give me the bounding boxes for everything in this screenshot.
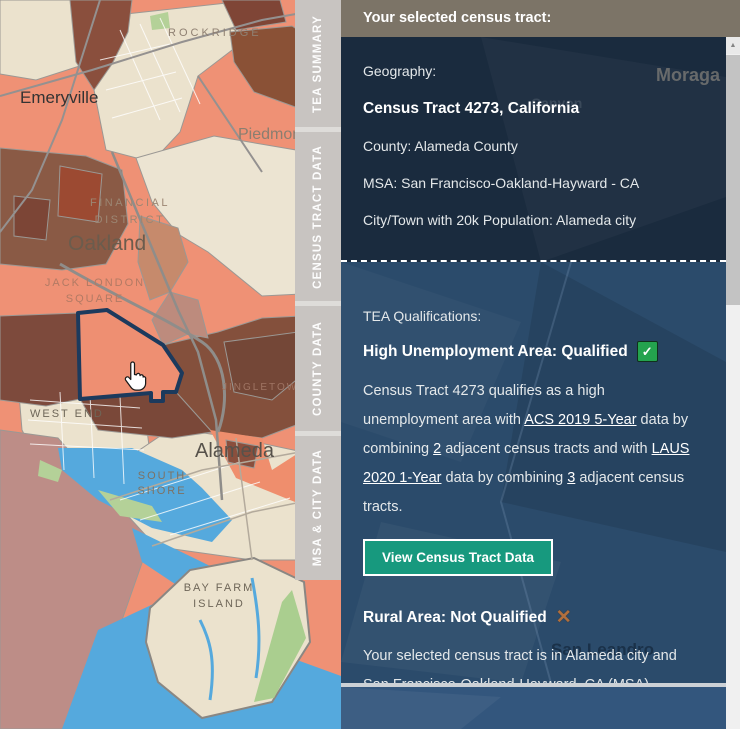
acs-data-link[interactable]: ACS 2019 5-Year [524,412,637,428]
rural-paragraph: Your selected census tract is in Alameda… [363,648,677,683]
label-rockridge: ROCKRIDGE [168,27,262,39]
label-bay-farm-1: BAY FARM [184,582,255,594]
selected-census-tract[interactable] [76,308,184,403]
view-census-tract-data-button[interactable]: View Census Tract Data [363,539,554,576]
city-line: City/Town with 20k Population: Alameda c… [363,212,637,228]
label-jack-london-2: SQUARE [66,293,124,305]
adjacent-tracts-acs-link[interactable]: 2 [433,441,442,457]
label-west-end: WEST END [30,408,104,420]
label-financial-district-2: DISTRICT [95,214,166,226]
rural-heading-row: Rural Area: Not Qualified ✕ [363,608,700,627]
label-jingletown: JINGLETOWN [222,382,307,393]
panel-title: Your selected census tract: [341,0,740,37]
unemployment-paragraph: Census Tract 4273 qualifies as a high un… [363,383,690,515]
panel-content: Moraga Canyon Geography: Census Tract 42… [341,37,726,729]
label-south-shore-1: SOUTH [138,470,187,482]
tract-name: Census Tract 4273, California [363,100,580,117]
tab-msa-city-data[interactable]: MSA & CITY DATA [295,436,341,580]
side-tab-strip: TEA SUMMARY CENSUS TRACT DATA COUNTY DAT… [295,0,341,580]
label-alameda: Alameda [195,440,275,462]
map-bayfarm-island [144,556,312,720]
label-emeryville: Emeryville [20,88,98,107]
panel-scrollbar[interactable]: ▲ [726,37,740,729]
scrollbar-up-icon[interactable]: ▲ [726,37,740,54]
hand-cursor-icon [124,361,147,391]
tea-summary-panel: Your selected census tract: Moraga Canyo… [341,0,740,729]
msa-line: MSA: San Francisco-Oakland-Hayward - CA [363,175,640,191]
next-section-preview [341,687,726,729]
tea-qualifications-label: TEA Qualifications: [363,308,482,324]
rural-heading: Rural Area: Not Qualified [363,608,547,626]
tab-county-data[interactable]: COUNTY DATA [295,306,341,431]
geography-section: Moraga Canyon Geography: Census Tract 42… [341,37,726,262]
label-financial-district-1: FINANCIAL [90,197,170,209]
unemployment-heading: High Unemployment Area: Qualified [363,342,628,360]
label-oakland: Oakland [68,232,146,255]
unemployment-heading-row: High Unemployment Area: Qualified ✓ [363,341,700,362]
tab-tea-summary[interactable]: TEA SUMMARY [295,0,341,127]
label-bay-farm-2: ISLAND [193,598,245,610]
tea-qualifications-section: San Leandro TEA Qualifications: High Une… [341,262,726,683]
map-roads [0,0,341,561]
laus-data-link[interactable]: LAUS 2020 1-Year [363,441,690,486]
qualified-check-icon: ✓ [636,341,658,362]
census-map[interactable]: ROCKRIDGE Emeryville Piedmont FINANCIAL … [0,0,341,729]
label-south-shore-2: SHORE [137,485,186,497]
not-qualified-x-icon: ✕ [555,607,572,628]
map-streets [27,17,291,536]
county-line: County: Alameda County [363,138,518,154]
tab-census-tract-data[interactable]: CENSUS TRACT DATA [295,132,341,301]
map-labels: ROCKRIDGE Emeryville Piedmont FINANCIAL … [20,27,307,610]
adjacent-tracts-laus-link[interactable]: 3 [567,470,576,486]
geography-label: Geography: [363,63,437,79]
section-divider [341,683,726,687]
label-piedmont: Piedmont [238,126,306,143]
label-jack-london-1: JACK LONDON [45,277,145,289]
scrollbar-thumb[interactable] [726,55,740,305]
